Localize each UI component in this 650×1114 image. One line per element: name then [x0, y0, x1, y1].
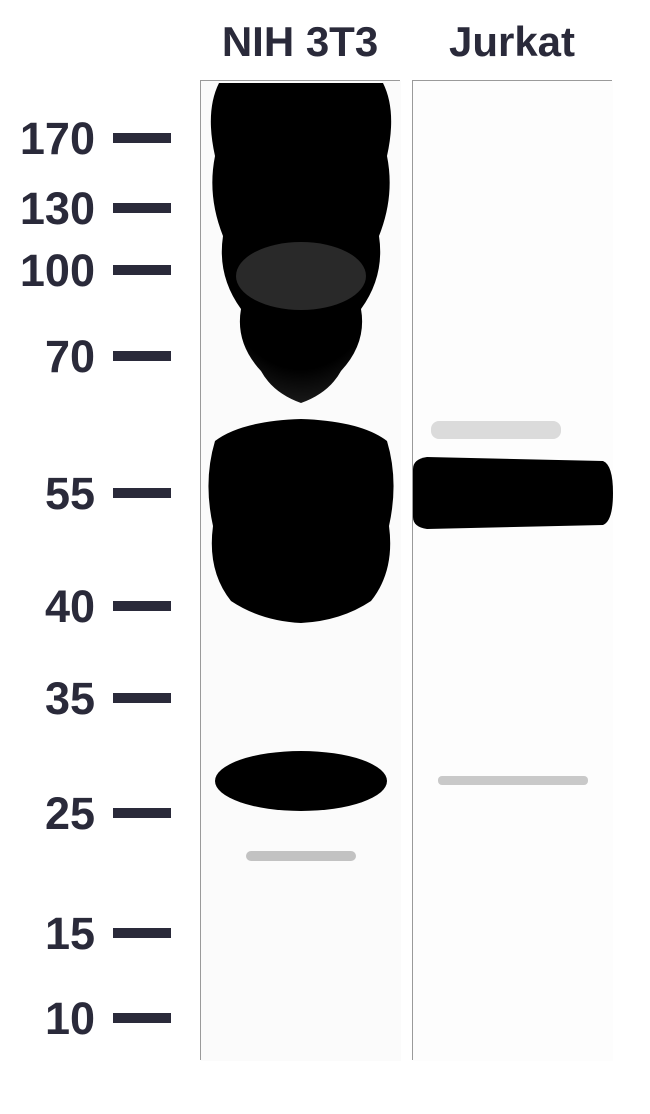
lane-frame-jurkat	[412, 80, 612, 1060]
marker-tick-170	[113, 133, 171, 143]
marker-tick-130	[113, 203, 171, 213]
marker-tick-70	[113, 351, 171, 361]
marker-tick-40	[113, 601, 171, 611]
marker-tick-100	[113, 265, 171, 275]
marker-tick-10	[113, 1013, 171, 1023]
lane-label-nih3t3: NIH 3T3	[200, 18, 400, 66]
marker-tick-35	[113, 693, 171, 703]
marker-40: 40	[0, 581, 95, 633]
marker-170: 170	[0, 113, 95, 165]
marker-25: 25	[0, 788, 95, 840]
marker-130: 130	[0, 183, 95, 235]
lane-label-jurkat: Jurkat	[412, 18, 612, 66]
marker-tick-55	[113, 488, 171, 498]
marker-70: 70	[0, 331, 95, 383]
gel-jurkat	[413, 81, 613, 1061]
marker-100: 100	[0, 245, 95, 297]
lane-frame-nih3t3	[200, 80, 400, 1060]
marker-55: 55	[0, 468, 95, 520]
marker-tick-15	[113, 928, 171, 938]
figure-root: NIH 3T3 Jurkat 170 130 100 70 55 40 35 2…	[0, 0, 650, 1114]
gel-nih3t3	[201, 81, 401, 1061]
marker-35: 35	[0, 673, 95, 725]
marker-15: 15	[0, 908, 95, 960]
marker-tick-25	[113, 808, 171, 818]
marker-10: 10	[0, 993, 95, 1045]
